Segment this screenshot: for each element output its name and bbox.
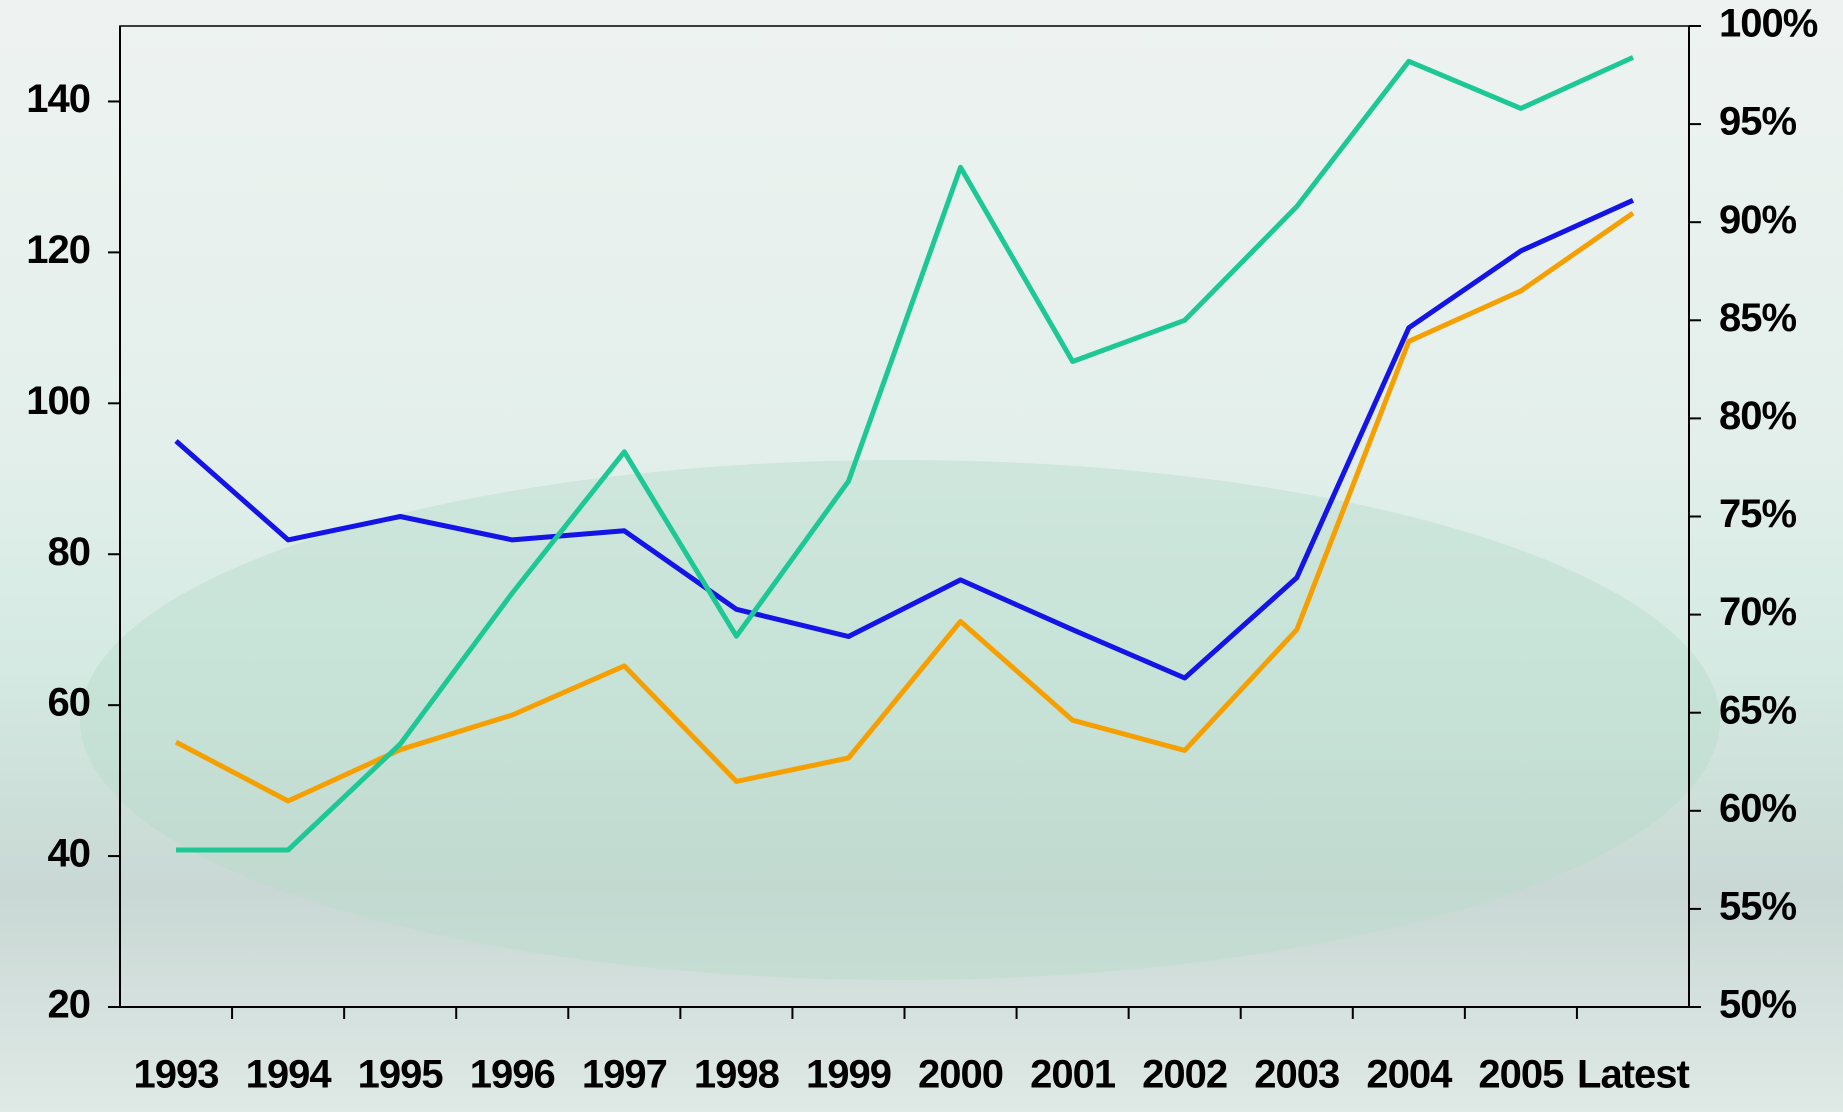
x-tick-label: 1997	[582, 1053, 667, 1097]
y-tick-label: 80	[48, 530, 91, 574]
y2-tick-label: 65%	[1719, 688, 1796, 732]
x-tick-label: 2002	[1142, 1053, 1227, 1097]
x-tick-label: Latest	[1577, 1053, 1689, 1097]
x-tick-label: 1996	[470, 1053, 555, 1097]
x-tick-label: 1993	[134, 1053, 219, 1097]
x-tick-label: 2000	[918, 1053, 1003, 1097]
y2-tick-label: 70%	[1719, 590, 1796, 634]
y-tick-label: 40	[48, 832, 91, 876]
y2-tick-label: 55%	[1719, 884, 1796, 928]
y-tick-label: 20	[48, 983, 91, 1027]
x-tick-label: 2005	[1478, 1053, 1564, 1097]
y2-tick-label: 80%	[1719, 394, 1796, 438]
x-tick-label: 2004	[1366, 1053, 1453, 1097]
x-tick-label: 2003	[1254, 1053, 1339, 1097]
x-tick-label: 1998	[694, 1053, 780, 1097]
y2-tick-label: 90%	[1719, 198, 1796, 242]
series-line	[174, 211, 1635, 804]
y-tick-label: 60	[48, 681, 91, 725]
series-line	[174, 198, 1635, 681]
series-line	[176, 55, 1635, 853]
y2-tick-label: 75%	[1719, 492, 1796, 536]
x-tick-label: 1994	[246, 1053, 333, 1097]
y2-tick-label: 85%	[1719, 296, 1796, 340]
x-tick-label: 1999	[806, 1053, 891, 1097]
y2-tick-label: 50%	[1719, 983, 1796, 1027]
y-tick-label: 100	[26, 379, 90, 423]
x-tick-label: 1995	[358, 1053, 444, 1097]
x-tick-label: 2001	[1030, 1053, 1116, 1097]
y-tick-label: 140	[26, 77, 90, 121]
background-shape	[80, 460, 1720, 980]
y2-tick-label: 100%	[1719, 2, 1818, 46]
y-tick-label: 120	[26, 228, 90, 272]
y2-tick-label: 95%	[1719, 100, 1796, 144]
y2-tick-label: 60%	[1719, 786, 1796, 830]
